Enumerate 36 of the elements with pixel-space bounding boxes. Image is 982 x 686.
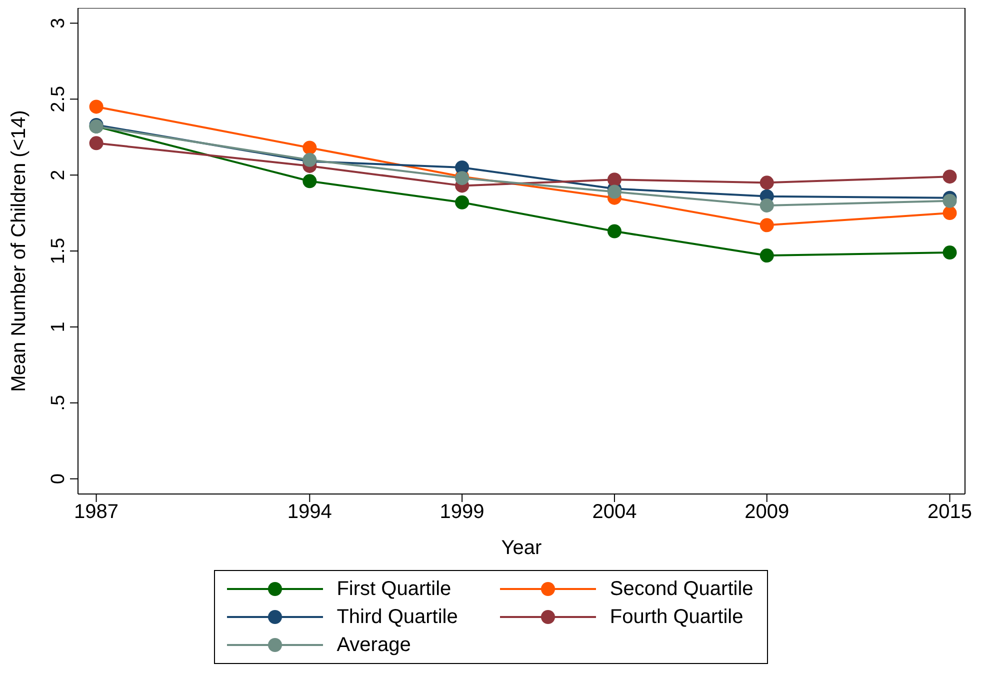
legend-label: Average (336, 634, 411, 656)
legend-label: First Quartile (336, 578, 452, 600)
point (942, 246, 957, 260)
point (942, 170, 957, 184)
y-tick-label: 1 (48, 322, 69, 332)
point (302, 140, 317, 155)
point (942, 194, 957, 208)
x-tick-label: 2009 (744, 501, 790, 524)
point (760, 218, 774, 232)
x-tick-label: 1987 (74, 501, 119, 524)
point (760, 248, 774, 263)
y-tick-label: 0 (48, 474, 69, 484)
point (607, 184, 622, 199)
x-tick-label: 1999 (440, 501, 484, 524)
x-tick-label: 2004 (592, 501, 637, 524)
point (760, 176, 774, 190)
legend-label: Second Quartile (610, 578, 754, 600)
y-tick-label: .5 (48, 394, 69, 411)
y-axis-title: Mean Number of Children (<14) (8, 110, 30, 392)
x-axis-title: Year (501, 537, 542, 559)
point (89, 136, 104, 150)
point (760, 198, 774, 212)
y-tick-label: 3 (48, 18, 69, 28)
point (942, 206, 957, 220)
point (607, 224, 622, 238)
y-tick-label: 1.5 (48, 238, 69, 264)
y-tick-label: 2.5 (48, 86, 69, 112)
x-tick-label: 1994 (287, 501, 332, 524)
x-tick-label: 2015 (928, 501, 972, 524)
point (89, 100, 104, 114)
point (455, 195, 470, 210)
legend-label: Third Quartile (336, 606, 458, 628)
legend-label: Fourth Quartile (610, 606, 744, 628)
point (607, 172, 622, 187)
y-tick-label: 2 (48, 170, 69, 180)
point (302, 174, 317, 188)
